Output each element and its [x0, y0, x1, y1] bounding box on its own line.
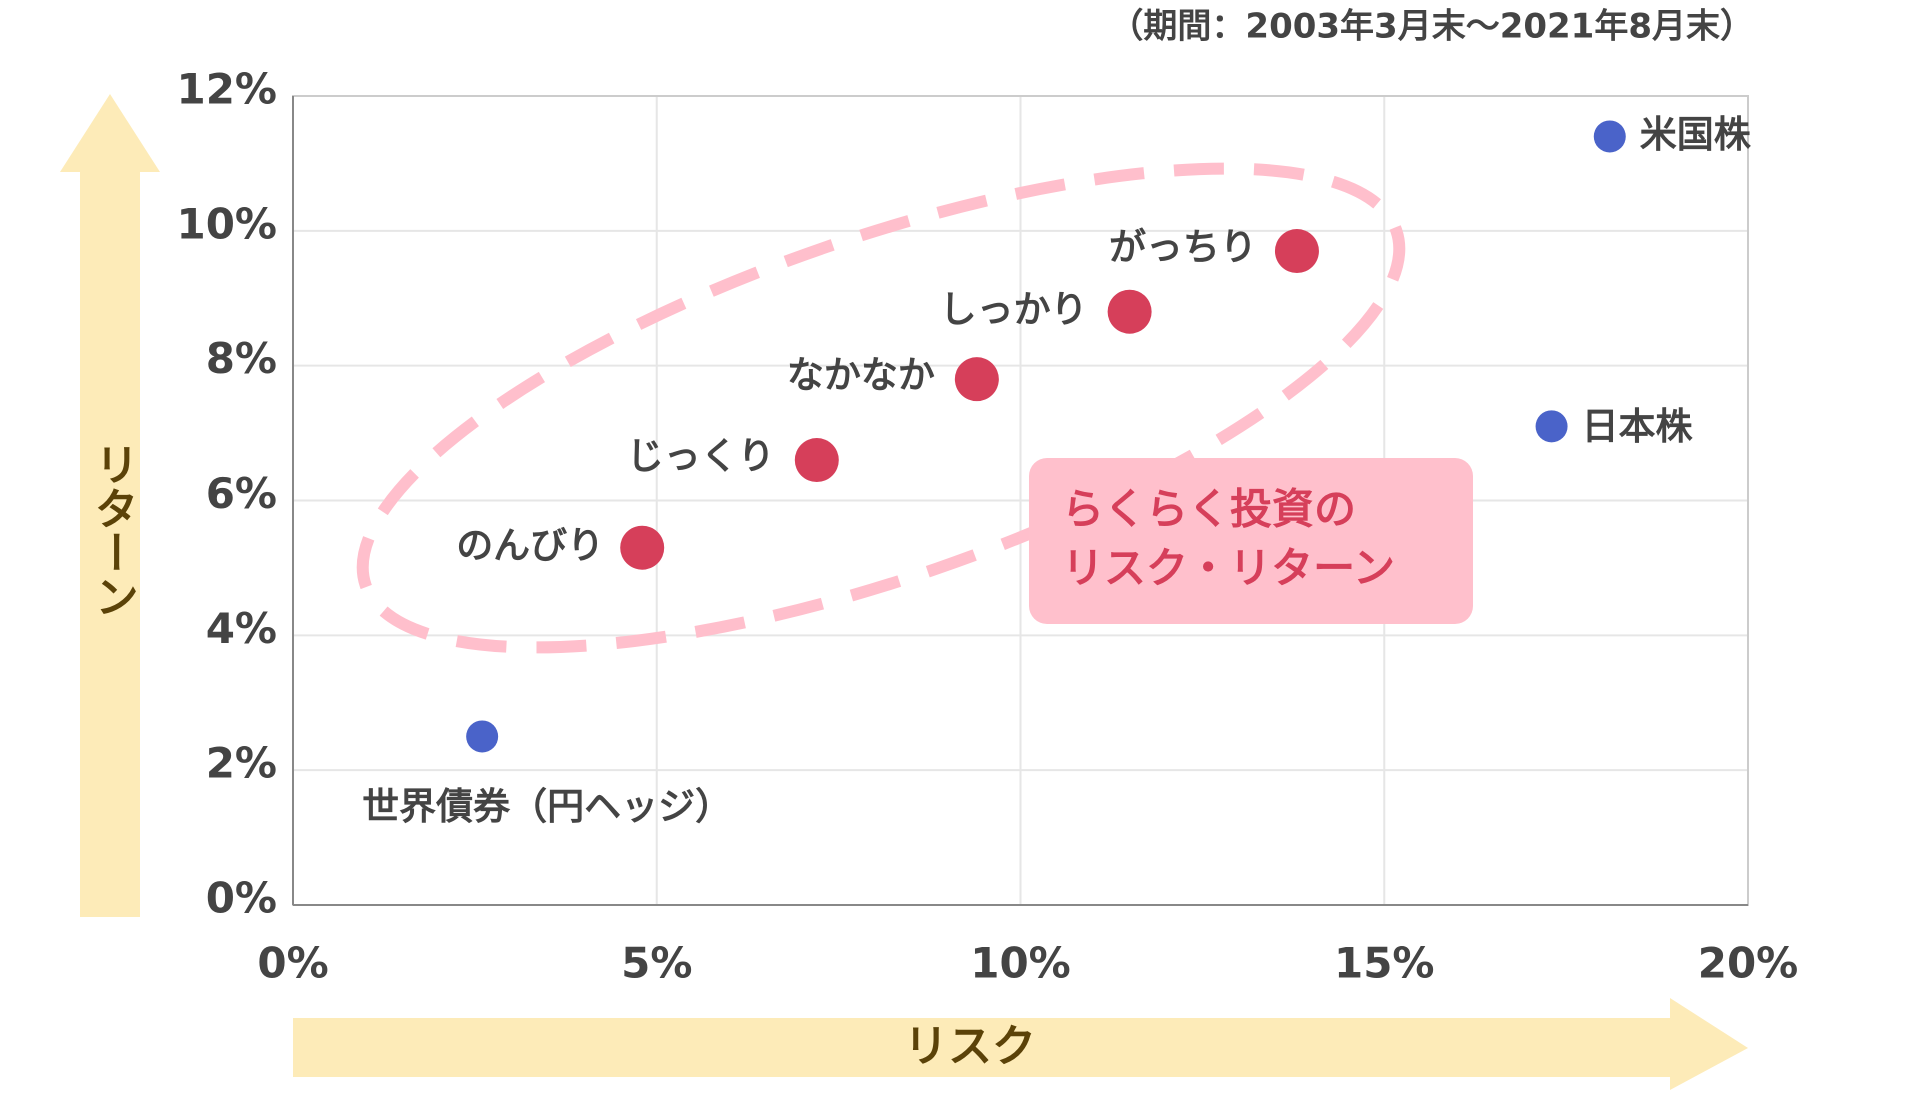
- y-tick-label: 10%: [176, 199, 277, 248]
- point-label: 米国株: [1640, 113, 1752, 156]
- point-label: 日本株: [1582, 405, 1694, 448]
- x-arrow-head: [1670, 998, 1748, 1090]
- annotation-line: リスク・リターン: [1062, 544, 1395, 593]
- point-label: しっかり: [940, 288, 1088, 331]
- point-label: のんびり: [456, 524, 604, 567]
- y-tick-label: 6%: [206, 469, 277, 518]
- point: [466, 720, 499, 753]
- y-tick-label: 4%: [206, 604, 277, 653]
- point: [1107, 289, 1152, 334]
- annotation-line: らくらく投資の: [1062, 485, 1356, 534]
- y-tick-label: 0%: [206, 874, 277, 923]
- y-arrow-head: [60, 94, 160, 172]
- x-axis-label: リスク: [904, 1021, 1036, 1072]
- point: [1535, 410, 1568, 443]
- point-label: がっちり: [1109, 226, 1257, 269]
- x-tick-label: 10%: [970, 939, 1071, 988]
- point: [1593, 120, 1626, 153]
- grid: [292, 95, 1749, 906]
- point: [954, 357, 999, 402]
- group-ellipse: [356, 162, 1406, 654]
- period-note: （期間：2003年3月末〜2021年8月末）: [1109, 7, 1754, 47]
- point-label: 世界債券（円ヘッジ）: [362, 785, 732, 828]
- y-axis-label: リターン: [87, 442, 138, 618]
- y-tick-label: 2%: [206, 739, 277, 788]
- x-tick-label: 5%: [621, 939, 692, 988]
- point-label: なかなか: [787, 354, 935, 397]
- x-arrow-shaft: [293, 1018, 1673, 1077]
- point: [794, 438, 839, 483]
- x-tick-label: 15%: [1334, 939, 1435, 988]
- y-tick-label: 8%: [206, 334, 277, 383]
- y-arrow-shaft: [80, 170, 140, 917]
- annotation-box: [1029, 458, 1473, 624]
- point-label: じっくり: [627, 435, 775, 478]
- point: [1274, 229, 1319, 274]
- y-tick-label: 12%: [176, 65, 277, 114]
- x-tick-label: 0%: [257, 939, 328, 988]
- point: [620, 525, 665, 570]
- x-tick-label: 20%: [1698, 939, 1799, 988]
